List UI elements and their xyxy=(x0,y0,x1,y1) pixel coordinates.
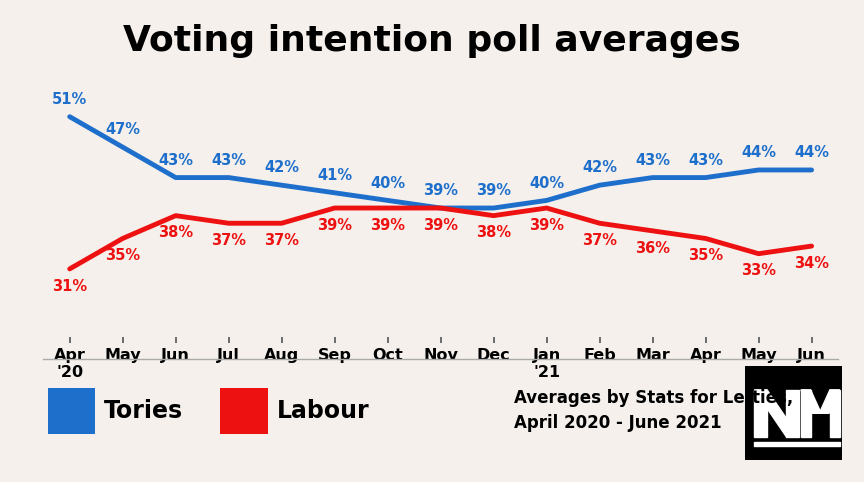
Text: 38%: 38% xyxy=(158,226,194,241)
Text: 47%: 47% xyxy=(105,122,140,137)
Text: 43%: 43% xyxy=(211,153,246,168)
Text: 43%: 43% xyxy=(158,153,194,168)
Text: 39%: 39% xyxy=(529,218,564,233)
Text: 35%: 35% xyxy=(688,248,723,263)
Text: 38%: 38% xyxy=(476,226,511,241)
Text: 37%: 37% xyxy=(264,233,299,248)
Text: 39%: 39% xyxy=(423,218,458,233)
Text: Labour: Labour xyxy=(276,399,369,423)
Text: 39%: 39% xyxy=(317,218,353,233)
Text: 40%: 40% xyxy=(370,175,405,191)
Bar xyxy=(801,390,810,437)
Text: 44%: 44% xyxy=(794,145,829,160)
Bar xyxy=(830,390,840,437)
Bar xyxy=(754,390,767,437)
Text: 42%: 42% xyxy=(582,161,617,175)
Text: 37%: 37% xyxy=(211,233,246,248)
Text: 40%: 40% xyxy=(529,175,564,191)
Text: 36%: 36% xyxy=(635,241,670,255)
Text: 43%: 43% xyxy=(635,153,670,168)
Text: Tories: Tories xyxy=(104,399,183,423)
Text: 39%: 39% xyxy=(423,183,458,198)
Bar xyxy=(786,390,799,437)
Text: 42%: 42% xyxy=(264,161,299,175)
Text: 39%: 39% xyxy=(476,183,511,198)
Text: Averages by Stats for Lefties,
April 2020 - June 2021: Averages by Stats for Lefties, April 202… xyxy=(514,389,793,432)
Bar xyxy=(754,442,840,446)
Polygon shape xyxy=(801,390,821,413)
Polygon shape xyxy=(754,390,799,437)
Text: 39%: 39% xyxy=(370,218,405,233)
Text: 44%: 44% xyxy=(741,145,776,160)
Text: 43%: 43% xyxy=(688,153,723,168)
Text: 35%: 35% xyxy=(105,248,140,263)
Text: Voting intention poll averages: Voting intention poll averages xyxy=(123,24,741,58)
Text: 34%: 34% xyxy=(794,256,829,271)
Polygon shape xyxy=(819,390,840,413)
Text: 31%: 31% xyxy=(52,279,87,294)
Text: 51%: 51% xyxy=(52,92,87,107)
Text: 41%: 41% xyxy=(317,168,353,183)
Text: 33%: 33% xyxy=(741,263,776,279)
Text: 37%: 37% xyxy=(582,233,617,248)
